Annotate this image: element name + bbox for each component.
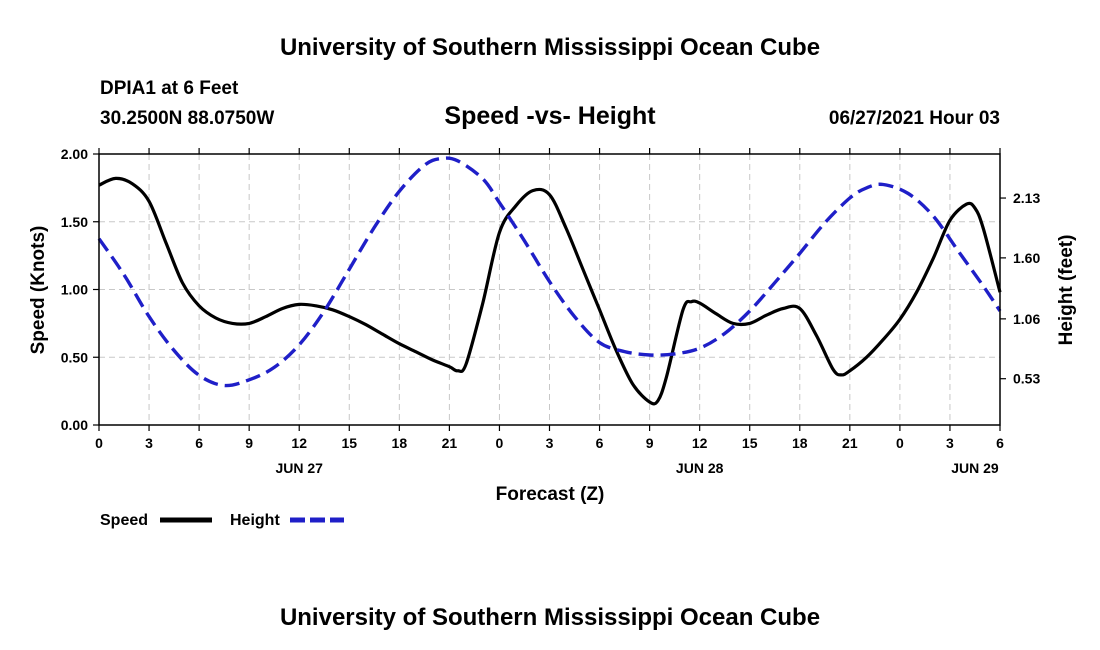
y-tick-label: 0.50 bbox=[61, 349, 88, 365]
y2-tick-label: 0.53 bbox=[1013, 371, 1040, 387]
x-tick-label: 6 bbox=[195, 435, 203, 451]
x-tick-label: 3 bbox=[546, 435, 554, 451]
y-axis-label: Speed (Knots) bbox=[28, 226, 49, 355]
legend-label-speed: Speed bbox=[100, 512, 148, 529]
x-tick-label: 3 bbox=[946, 435, 954, 451]
y-tick-label: 0.00 bbox=[61, 417, 88, 433]
x-tick-label: 9 bbox=[646, 435, 654, 451]
x-tick-label: 21 bbox=[842, 435, 858, 451]
y2-tick-label: 1.06 bbox=[1013, 311, 1040, 327]
series-line-height bbox=[97, 156, 1002, 388]
page-title: University of Southern Mississippi Ocean… bbox=[280, 34, 820, 61]
x-date-label: JUN 29 bbox=[951, 460, 999, 476]
x-tick-label: 0 bbox=[95, 435, 103, 451]
y2-tick-label: 1.60 bbox=[1013, 250, 1040, 266]
station-label: DPIA1 at 6 Feet bbox=[100, 78, 239, 99]
series-line-speed bbox=[98, 176, 1002, 406]
legend-label-height: Height bbox=[230, 512, 280, 529]
x-tick-label: 12 bbox=[692, 435, 708, 451]
x-tick-label: 6 bbox=[596, 435, 604, 451]
x-tick-label: 6 bbox=[996, 435, 1004, 451]
axes: 0 3 6 9 12 15 18 21 0 3 6 9 12 15 18 21 0 3 6 JUN 27 JUN 28 J… bbox=[61, 146, 1041, 476]
x-tick-label: 18 bbox=[392, 435, 408, 451]
x-tick-label: 0 bbox=[896, 435, 904, 451]
coordinates-label: 30.2500N 88.0750W bbox=[100, 108, 274, 129]
x-axis-label: Forecast (Z) bbox=[496, 484, 605, 505]
x-tick-label: 18 bbox=[792, 435, 808, 451]
y2-axis-label: Height (feet) bbox=[1056, 235, 1077, 346]
data-series bbox=[97, 156, 1002, 406]
x-date-label: JUN 28 bbox=[676, 460, 724, 476]
forecast-datetime: 06/27/2021 Hour 03 bbox=[829, 108, 1000, 129]
x-tick-label: 3 bbox=[145, 435, 153, 451]
y-tick-label: 1.50 bbox=[61, 214, 88, 230]
x-tick-label: 9 bbox=[245, 435, 253, 451]
legend: Speed Height bbox=[100, 512, 344, 529]
chart-subtitle: Speed -vs- Height bbox=[444, 102, 656, 130]
x-tick-label: 0 bbox=[496, 435, 504, 451]
x-tick-label: 12 bbox=[291, 435, 307, 451]
x-tick-label: 15 bbox=[742, 435, 758, 451]
y-tick-label: 2.00 bbox=[61, 146, 88, 162]
y2-tick-label: 2.13 bbox=[1013, 190, 1040, 206]
x-date-label: JUN 27 bbox=[275, 460, 323, 476]
y-tick-label: 1.00 bbox=[61, 282, 88, 298]
footer-title: University of Southern Mississippi Ocean… bbox=[280, 604, 820, 631]
x-tick-label: 15 bbox=[341, 435, 357, 451]
grid-lines bbox=[99, 154, 1000, 425]
x-tick-label: 21 bbox=[442, 435, 458, 451]
